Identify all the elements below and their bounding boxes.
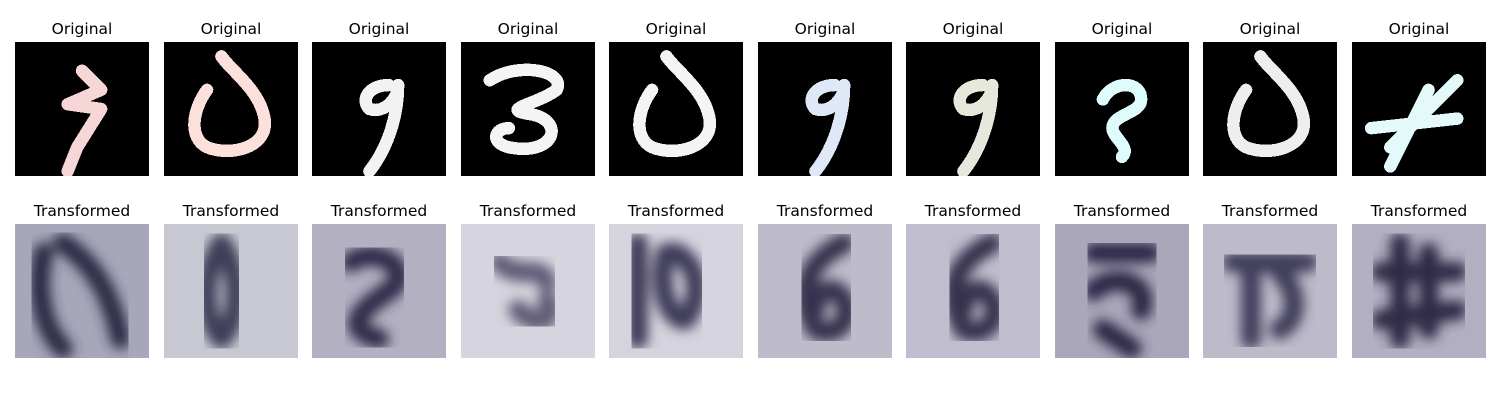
transformed-label: Transformed bbox=[627, 202, 725, 220]
transformed-digit-image bbox=[15, 224, 149, 358]
original-label: Original bbox=[497, 20, 559, 38]
transformed-label: Transformed bbox=[1221, 202, 1319, 220]
transformed-digit-image bbox=[312, 224, 446, 358]
original-label: Original bbox=[645, 20, 707, 38]
transformed-digit-image bbox=[461, 224, 595, 358]
original-label: Original bbox=[200, 20, 262, 38]
original-label: Original bbox=[794, 20, 856, 38]
transformed-digit-image bbox=[1055, 224, 1189, 358]
original-digit-image bbox=[164, 42, 298, 176]
original-digit-image bbox=[1055, 42, 1189, 176]
transformed-label: Transformed bbox=[1370, 202, 1468, 220]
transformed-label: Transformed bbox=[330, 202, 428, 220]
transformed-label: Transformed bbox=[776, 202, 874, 220]
original-digit-image bbox=[1352, 42, 1486, 176]
transformed-label: Transformed bbox=[33, 202, 131, 220]
original-digit-image bbox=[758, 42, 892, 176]
original-label: Original bbox=[1091, 20, 1153, 38]
transformed-digit-image bbox=[906, 224, 1040, 358]
transformed-label: Transformed bbox=[182, 202, 280, 220]
original-digit-image bbox=[312, 42, 446, 176]
transformed-label: Transformed bbox=[479, 202, 577, 220]
transformed-label: Transformed bbox=[1073, 202, 1171, 220]
original-label: Original bbox=[1239, 20, 1301, 38]
transformed-digit-image bbox=[609, 224, 743, 358]
transformed-digit-image bbox=[1352, 224, 1486, 358]
original-label: Original bbox=[51, 20, 113, 38]
original-digit-image bbox=[461, 42, 595, 176]
transformed-digit-image bbox=[1203, 224, 1337, 358]
original-label: Original bbox=[348, 20, 410, 38]
original-digit-image bbox=[906, 42, 1040, 176]
original-label: Original bbox=[942, 20, 1004, 38]
transformed-digit-image bbox=[758, 224, 892, 358]
original-label: Original bbox=[1388, 20, 1450, 38]
transformed-digit-image bbox=[164, 224, 298, 358]
transformed-label: Transformed bbox=[924, 202, 1022, 220]
original-digit-image bbox=[1203, 42, 1337, 176]
original-digit-image bbox=[15, 42, 149, 176]
original-digit-image bbox=[609, 42, 743, 176]
